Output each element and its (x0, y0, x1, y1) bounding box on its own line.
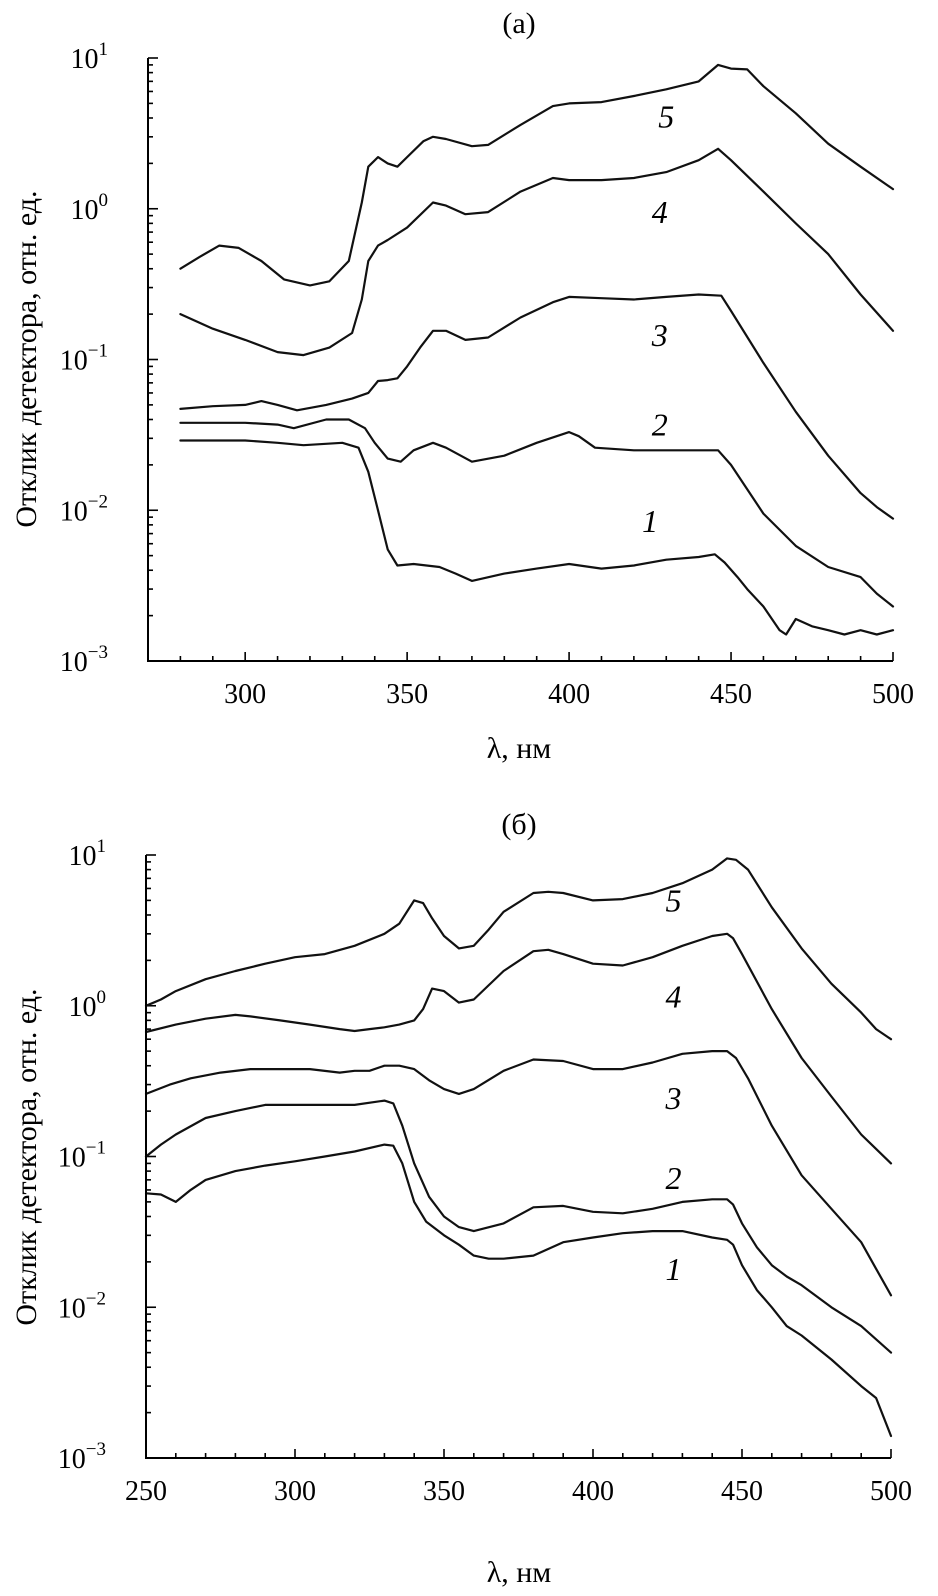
panel-b-x-axis-label: λ, нм (487, 1556, 552, 1589)
panel-a-x-tick-label: 500 (872, 679, 914, 710)
panel-b-curve-5 (144, 857, 893, 1041)
panel-a-curve-5 (179, 63, 895, 287)
panel-b-y-tick-label: 10−2 (58, 1288, 106, 1324)
panel-a-x-tick-label: 350 (386, 679, 428, 710)
panel-a-x-tick-label: 450 (710, 679, 752, 710)
panel-a-y-tick-label: 10−2 (60, 491, 108, 527)
panel-b-curve-label-5: 5 (665, 882, 681, 918)
panel-a-y-tick-label: 100 (71, 190, 109, 226)
panel-b-x-tick-label: 300 (274, 1476, 316, 1507)
panel-a-title: (а) (502, 7, 535, 40)
panel-b-y-tick-label: 100 (69, 987, 107, 1023)
panel-a-curve-2 (179, 418, 895, 608)
panel-b-curve-label-2: 2 (665, 1160, 681, 1196)
panel-a-y-axis-label: Отклик детектора, отн. ед. (10, 190, 43, 527)
panel-b-x-tick-label: 400 (572, 1476, 614, 1507)
panel-a-curve-3 (179, 293, 895, 520)
panel-a-x-axis-label: λ, нм (487, 732, 552, 765)
panel-b-x-tick-label: 500 (870, 1476, 912, 1507)
panel-a-x-tick-label: 400 (548, 679, 590, 710)
panel-b-y-tick-label: 10−3 (58, 1439, 106, 1475)
panel-a-ticks: 300 350 400 450 500 10−3 10−2 10−1 100 101 (60, 39, 914, 710)
panel-a: (а) Отклик детектора, отн. ед. λ, нм 300… (10, 7, 914, 765)
panel-a-y-tick-label: 10−1 (60, 341, 108, 377)
panel-b-curves: 1 2 3 4 5 (144, 857, 893, 1438)
panel-b-curve-1 (144, 1143, 893, 1438)
panel-b-y-tick-label: 101 (69, 836, 107, 872)
panel-a-curves: 1 2 3 4 5 (179, 63, 895, 636)
panel-b-curve-3 (144, 1050, 893, 1297)
panel-b-curve-label-1: 1 (665, 1251, 681, 1287)
panel-b-curve-label-4: 4 (665, 979, 681, 1015)
panel-b-y-axis-label: Отклик детектора, отн. ед. (10, 988, 43, 1325)
panel-b-x-tick-label: 350 (423, 1476, 465, 1507)
panel-b-ticks: 250 300 350 400 450 500 10−3 10−2 10−1 100 101 (58, 836, 912, 1507)
panel-a-y-tick-label: 101 (71, 39, 109, 75)
panel-a-curve-label-4: 4 (652, 194, 668, 230)
panel-a-x-tick-label: 300 (224, 679, 266, 710)
panel-b-axes (145, 855, 891, 1459)
panel-a-curve-1 (179, 439, 895, 636)
panel-a-y-tick-label: 10−3 (60, 642, 108, 678)
panel-b-curve-4 (144, 932, 893, 1165)
panel-b-x-tick-label: 250 (125, 1476, 167, 1507)
panel-b-y-tick-label: 10−1 (58, 1138, 106, 1174)
panel-a-curve-label-2: 2 (652, 407, 668, 443)
panel-b-curve-label-3: 3 (664, 1080, 681, 1116)
panel-b: (б) Отклик детектора, отн. ед. λ, нм 250… (10, 808, 912, 1589)
panel-a-curve-label-5: 5 (658, 98, 674, 134)
panel-a-curve-label-3: 3 (651, 317, 668, 353)
panel-b-curve-2 (144, 1099, 893, 1354)
panel-a-curve-4 (179, 147, 895, 357)
panel-a-axes (147, 58, 893, 662)
panel-b-x-tick-label: 450 (721, 1476, 763, 1507)
panel-a-curve-label-1: 1 (642, 503, 658, 539)
panel-b-title: (б) (501, 808, 536, 841)
